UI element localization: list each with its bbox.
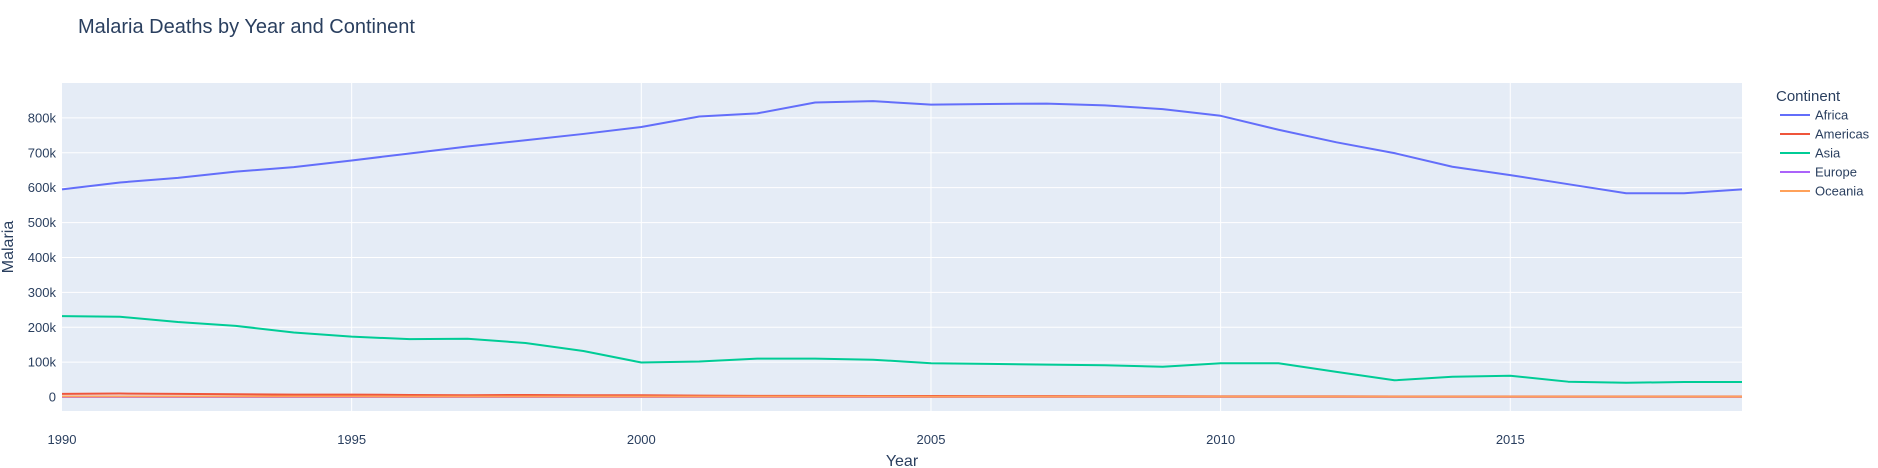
legend-label-oceania[interactable]: Oceania xyxy=(1815,184,1864,199)
y-tick-labels: 0 100k 200k 300k 400k 500k 600k 700k 800k xyxy=(28,110,57,404)
y-tick-label: 300k xyxy=(28,285,57,300)
series-line-africa xyxy=(61,100,1743,195)
legend-label-americas[interactable]: Americas xyxy=(1815,127,1870,142)
chart-title: Malaria Deaths by Year and Continent xyxy=(78,16,415,38)
legend-label-africa[interactable]: Africa xyxy=(1815,108,1849,123)
y-tick-label: 100k xyxy=(28,355,57,370)
x-tick-label: 2010 xyxy=(1206,432,1235,447)
y-tick-label: 200k xyxy=(28,320,57,335)
x-tick-label: 1990 xyxy=(48,432,77,447)
y-tick-label: 400k xyxy=(28,250,57,265)
x-tick-label: 2000 xyxy=(627,432,656,447)
y-tick-label: 500k xyxy=(28,215,57,230)
x-tick-labels: 1990 1995 2000 2005 2010 2015 xyxy=(48,432,1525,447)
legend-label-asia[interactable]: Asia xyxy=(1815,146,1841,161)
x-tick-label: 1995 xyxy=(337,432,366,447)
series-line-asia xyxy=(61,315,1742,384)
y-axis-title: Malaria xyxy=(0,221,17,274)
y-tick-label: 700k xyxy=(28,145,57,160)
x-tick-label: 2015 xyxy=(1496,432,1525,447)
legend-title: Continent xyxy=(1776,88,1841,105)
y-tick-label: 0 xyxy=(49,390,56,405)
legend-label-europe[interactable]: Europe xyxy=(1815,165,1857,180)
plot-area xyxy=(62,83,1742,411)
x-tick-label: 2005 xyxy=(917,432,946,447)
series-lines xyxy=(61,100,1743,399)
legend: Continent Africa Americas Asia Europe Oceani… xyxy=(1776,88,1870,199)
y-tick-label: 800k xyxy=(28,110,57,125)
y-tick-label: 600k xyxy=(28,180,57,195)
x-axis-title: Year xyxy=(886,453,919,468)
